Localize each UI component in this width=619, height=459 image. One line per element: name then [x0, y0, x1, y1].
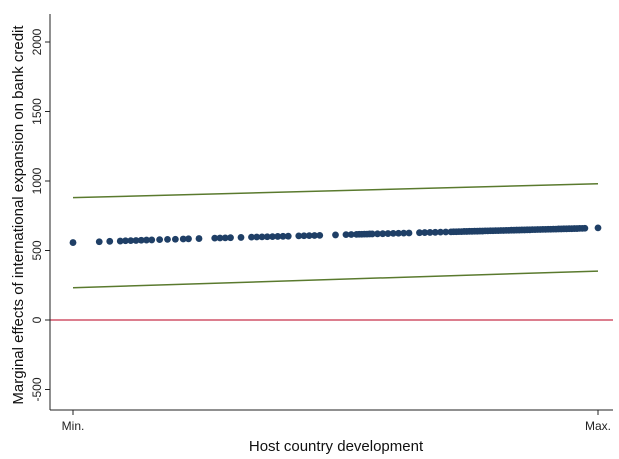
- y-tick-label: 1500: [30, 98, 44, 125]
- data-point: [416, 229, 423, 237]
- data-point: [594, 224, 602, 232]
- data-point: [295, 232, 303, 240]
- data-point: [127, 237, 135, 245]
- data-point: [437, 228, 444, 236]
- upper-ci-line: [72, 183, 599, 199]
- data-point: [137, 236, 145, 244]
- data-point: [421, 229, 429, 236]
- data-point: [227, 234, 234, 242]
- y-tick-label: 500: [30, 240, 44, 260]
- data-point: [179, 235, 187, 243]
- data-point: [300, 232, 308, 240]
- data-point: [400, 229, 408, 237]
- data-point: [143, 236, 150, 244]
- data-point: [405, 229, 413, 237]
- y-tick-label: 1000: [30, 167, 44, 194]
- data-point: [332, 231, 339, 239]
- axes: [49, 14, 613, 411]
- data-point: [342, 231, 350, 239]
- data-point: [248, 233, 255, 241]
- y-tick-label: 2000: [30, 28, 44, 55]
- data-point: [122, 237, 129, 245]
- data-point: [211, 234, 219, 242]
- data-point: [305, 232, 313, 240]
- ticks: -500 0 500 1000 1500 2000 Min. Max.: [30, 28, 611, 433]
- data-point: [384, 230, 392, 237]
- data-point: [216, 234, 224, 242]
- data-point: [258, 233, 266, 241]
- data-point: [374, 230, 381, 238]
- data-point: [316, 231, 324, 239]
- data-point: [171, 235, 179, 243]
- data-point: [379, 230, 387, 238]
- data-point: [132, 237, 140, 244]
- y-tick-label: 0: [30, 316, 44, 323]
- data-point: [263, 233, 271, 241]
- data-point: [253, 233, 261, 241]
- x-tick-label: Min.: [62, 419, 85, 433]
- data-point: [426, 229, 434, 236]
- data-point: [95, 238, 103, 246]
- data-point: [221, 234, 229, 242]
- data-point: [116, 237, 124, 245]
- data-point: [185, 235, 192, 243]
- data-point: [148, 236, 156, 244]
- data-point: [347, 231, 355, 238]
- data-point: [237, 234, 245, 241]
- data-point: [581, 224, 589, 232]
- data-point: [389, 230, 397, 237]
- lower-ci-line: [72, 270, 599, 289]
- data-point: [156, 236, 164, 244]
- y-axis-title: Marginal effects of international expans…: [10, 25, 27, 405]
- data-point: [395, 229, 402, 237]
- data-point: [431, 228, 439, 236]
- data-point: [269, 233, 276, 241]
- data-point: [279, 232, 287, 240]
- data-point: [311, 232, 318, 239]
- data-point: [284, 232, 292, 240]
- plot-area: [50, 183, 613, 321]
- y-tick-label: -500: [30, 377, 44, 401]
- data-point: [442, 228, 450, 236]
- data-point: [274, 233, 282, 240]
- data-point: [195, 235, 203, 242]
- data-point: [106, 237, 114, 245]
- x-axis-title: Host country development: [249, 438, 424, 455]
- data-point: [69, 239, 77, 246]
- data-point: [368, 230, 376, 238]
- x-tick-label: Max.: [585, 419, 611, 433]
- data-point: [164, 235, 171, 243]
